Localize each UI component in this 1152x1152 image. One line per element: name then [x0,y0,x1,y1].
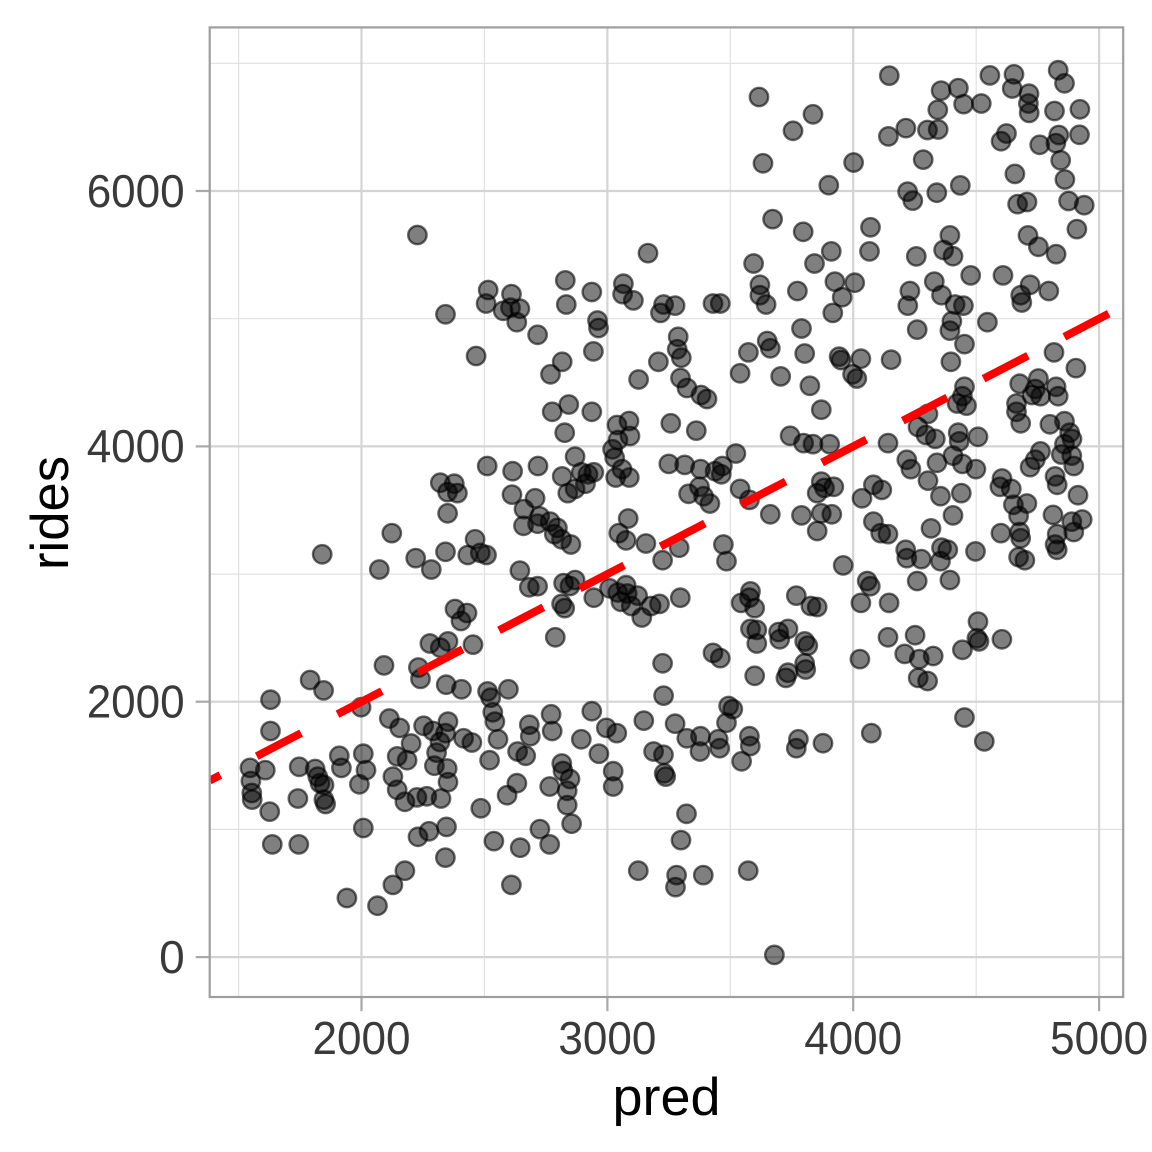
svg-text:3000: 3000 [558,1012,656,1064]
svg-text:rides: rides [21,456,80,570]
svg-text:4000: 4000 [87,420,185,472]
svg-text:pred: pred [613,1068,721,1127]
svg-text:0: 0 [159,931,185,983]
svg-text:2000: 2000 [87,676,185,728]
svg-text:4000: 4000 [804,1012,902,1064]
svg-text:2000: 2000 [313,1012,411,1064]
svg-text:5000: 5000 [1050,1012,1148,1064]
svg-text:6000: 6000 [87,165,185,217]
